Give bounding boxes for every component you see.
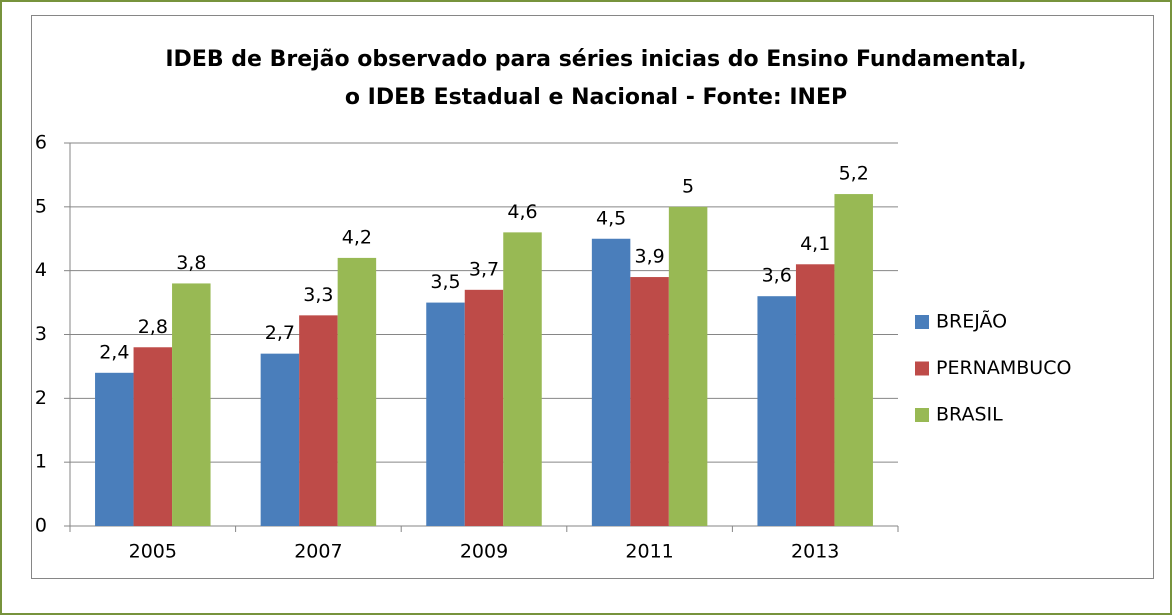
x-tick-label: 2007	[294, 541, 342, 563]
bar	[630, 277, 669, 526]
x-tick-label: 2013	[791, 541, 839, 563]
legend-label: PERNAMBUCO	[936, 357, 1071, 379]
value-label: 3,9	[634, 246, 664, 268]
legend-label: BRASIL	[936, 404, 1003, 426]
y-tick-label: 1	[35, 451, 47, 473]
bar	[464, 289, 504, 526]
legend-swatch	[915, 315, 929, 329]
bar	[299, 315, 338, 526]
legend-label: BREJÃO	[936, 310, 1007, 333]
value-label: 3,5	[430, 271, 460, 293]
value-label: 4,2	[342, 226, 372, 248]
bar	[172, 283, 211, 526]
y-tick-label: 5	[35, 195, 47, 217]
x-tick-label: 2009	[460, 541, 508, 563]
value-label: 3,3	[303, 284, 333, 306]
x-tick-label: 2005	[129, 541, 177, 563]
value-label: 3,6	[762, 265, 792, 287]
value-label: 3,7	[469, 258, 499, 280]
value-label: 3,8	[176, 252, 206, 274]
x-tick-label: 2011	[625, 541, 673, 563]
value-label: 4,5	[596, 207, 626, 229]
legend-swatch	[915, 408, 929, 422]
chart-title: o IDEB Estadual e Nacional - Fonte: INEP	[345, 85, 847, 110]
bar	[426, 302, 465, 526]
bar	[503, 232, 542, 526]
bar	[133, 347, 173, 526]
value-label: 2,4	[99, 341, 129, 363]
y-tick-label: 4	[35, 259, 47, 281]
value-label: 2,8	[138, 316, 168, 338]
bar	[95, 372, 134, 526]
y-tick-label: 2	[35, 387, 47, 409]
value-label: 4,1	[800, 233, 830, 255]
y-tick-label: 6	[35, 132, 47, 154]
bar	[757, 296, 796, 526]
y-tick-label: 3	[35, 323, 47, 345]
bar	[795, 264, 835, 526]
value-label: 5,2	[839, 163, 869, 185]
y-tick-label: 0	[35, 515, 47, 537]
legend-swatch	[915, 361, 929, 376]
chart-title: IDEB de Brejão observado para séries ini…	[165, 47, 1026, 72]
bar	[834, 194, 873, 527]
bar	[337, 257, 377, 526]
bar	[668, 206, 708, 527]
value-label: 5	[682, 175, 694, 197]
value-label: 4,6	[507, 201, 537, 223]
bar	[591, 238, 631, 526]
bar	[260, 353, 300, 526]
value-label: 2,7	[265, 322, 295, 344]
